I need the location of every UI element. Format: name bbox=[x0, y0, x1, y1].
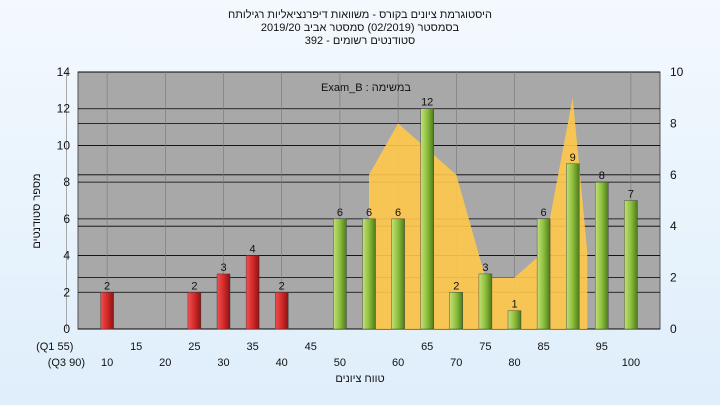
x-tick-lower-40: 40 bbox=[276, 357, 288, 369]
bar-35 bbox=[245, 255, 260, 330]
bar-100 bbox=[624, 200, 638, 330]
y-tick-left-2: 2 bbox=[63, 285, 70, 299]
bar-value-label-85: 6 bbox=[541, 207, 547, 219]
bar-60 bbox=[391, 218, 405, 330]
bar-value-label-65: 12 bbox=[421, 97, 433, 109]
bar-85 bbox=[536, 218, 551, 330]
bar-value-label-60: 6 bbox=[395, 207, 401, 219]
x-tick-lower-20: 20 bbox=[159, 357, 171, 369]
bar-95 bbox=[595, 181, 609, 330]
x-tick-lower-80: 80 bbox=[508, 357, 520, 369]
bar-70 bbox=[449, 292, 463, 330]
bar-value-label-95: 8 bbox=[599, 170, 605, 182]
x-tick-upper-35: 35 bbox=[246, 341, 258, 353]
y-tick-left-8: 8 bbox=[63, 175, 70, 189]
x-tick-upper-75: 75 bbox=[479, 341, 491, 353]
bar-30 bbox=[216, 273, 231, 330]
bar-80 bbox=[507, 310, 522, 330]
bar-value-label-75: 3 bbox=[482, 262, 488, 274]
x-tick-upper-85: 85 bbox=[537, 341, 549, 353]
bar-90 bbox=[566, 163, 580, 330]
exam-label: Exam_B : במשימה bbox=[321, 82, 411, 94]
bar-65 bbox=[420, 108, 434, 330]
bar-value-label-10: 2 bbox=[104, 280, 110, 292]
bar-value-label-25: 2 bbox=[191, 280, 197, 292]
y-tick-right-10: 10 bbox=[670, 65, 684, 79]
y-tick-right-4: 4 bbox=[670, 219, 677, 233]
y-tick-left-12: 12 bbox=[57, 102, 71, 116]
bar-value-label-55: 6 bbox=[366, 207, 372, 219]
x-tick-lower-60: 60 bbox=[392, 357, 404, 369]
x-axis-label: טווח ציונים bbox=[335, 373, 385, 385]
y-tick-left-14: 14 bbox=[57, 65, 71, 79]
y-tick-left-6: 6 bbox=[63, 212, 70, 226]
y-tick-right-6: 6 bbox=[670, 168, 677, 182]
chart-registered-count: סטודנטים רשומים - 392 bbox=[304, 35, 416, 47]
bar-75 bbox=[478, 273, 493, 330]
bar-10 bbox=[100, 292, 114, 330]
bar-value-label-35: 4 bbox=[250, 244, 256, 256]
x-tick-lower-10: 10 bbox=[101, 357, 113, 369]
bar-50 bbox=[333, 218, 347, 330]
x-tick-upper-65: 65 bbox=[421, 341, 433, 353]
x-tick-upper-45: 45 bbox=[305, 341, 317, 353]
y-tick-right-0: 0 bbox=[670, 322, 677, 336]
bar-25 bbox=[187, 292, 202, 330]
y-tick-left-0: 0 bbox=[63, 322, 70, 336]
y-axis-label: מספר סטודנטים bbox=[31, 173, 43, 249]
x-tick-lower-50: 50 bbox=[334, 357, 346, 369]
bar-value-label-70: 2 bbox=[453, 280, 459, 292]
x-tick-lower-3: (Q3 90) bbox=[48, 357, 85, 369]
y-tick-right-2: 2 bbox=[670, 271, 677, 285]
bar-value-label-90: 9 bbox=[570, 152, 576, 164]
bar-value-label-80: 1 bbox=[511, 299, 517, 311]
x-tick-lower-100: 100 bbox=[622, 357, 640, 369]
x-tick-upper-25: 25 bbox=[188, 341, 200, 353]
chart-title: היסטוגרמת ציונים בקורס - משוואות דיפרנצי… bbox=[228, 9, 492, 21]
bar-40 bbox=[275, 292, 289, 330]
bar-value-label-100: 7 bbox=[628, 189, 634, 201]
bar-value-label-50: 6 bbox=[337, 207, 343, 219]
x-tick-lower-30: 30 bbox=[217, 357, 229, 369]
x-tick-upper-1: (Q1 55) bbox=[36, 341, 73, 353]
bar-value-label-30: 3 bbox=[220, 262, 226, 274]
bar-55 bbox=[362, 218, 376, 330]
x-tick-upper-15: 15 bbox=[130, 341, 142, 353]
y-tick-right-8: 8 bbox=[670, 116, 677, 130]
y-tick-left-10: 10 bbox=[57, 138, 71, 152]
x-tick-lower-70: 70 bbox=[450, 357, 462, 369]
x-tick-upper-95: 95 bbox=[596, 341, 608, 353]
y-tick-left-4: 4 bbox=[63, 249, 70, 263]
chart-subtitle: בסמסטר (02/2019) סמסטר אביב 2019/20 bbox=[260, 22, 460, 34]
bar-value-label-40: 2 bbox=[279, 280, 285, 292]
